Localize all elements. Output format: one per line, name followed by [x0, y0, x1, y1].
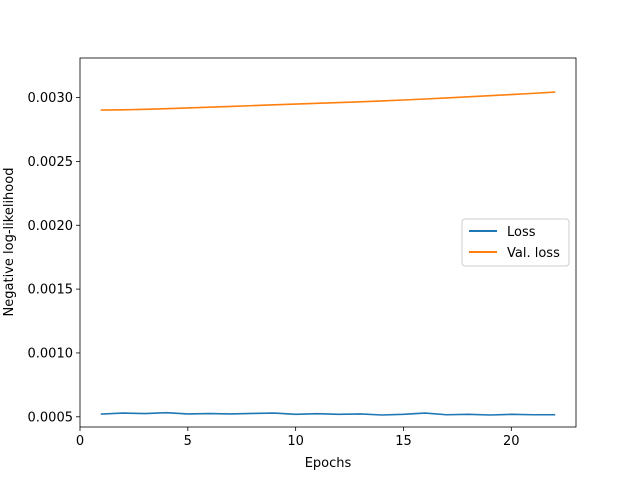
x-tick-label: 0 [76, 434, 84, 449]
y-tick-label: 0.0010 [28, 346, 74, 361]
series-line-val-loss [100, 91, 556, 111]
x-tick-label: 5 [184, 434, 192, 449]
x-axis-label: Epochs [305, 456, 352, 471]
series-layer [100, 91, 556, 416]
y-tick-label: 0.0005 [28, 410, 74, 425]
y-tick-label: 0.0020 [28, 219, 74, 234]
y-tick-label: 0.0030 [28, 91, 74, 106]
legend: Loss Val. loss [461, 218, 570, 267]
x-axis-ticks: 0 5 10 15 20 [76, 427, 520, 449]
y-axis-label: Negative log-likelihood [2, 168, 17, 317]
legend-label-loss: Loss [507, 225, 536, 240]
y-axis-ticks: 0.0005 0.0010 0.0015 0.0020 0.0025 0.0030 [28, 91, 80, 425]
y-tick-label: 0.0025 [28, 155, 74, 170]
x-tick-label: 15 [395, 434, 412, 449]
legend-label-val-loss: Val. loss [507, 246, 560, 261]
series-line-loss [100, 411, 556, 416]
plot-frame [79, 57, 577, 428]
y-tick-label: 0.0015 [28, 283, 74, 298]
x-tick-label: 10 [287, 434, 304, 449]
x-tick-label: 20 [503, 434, 520, 449]
